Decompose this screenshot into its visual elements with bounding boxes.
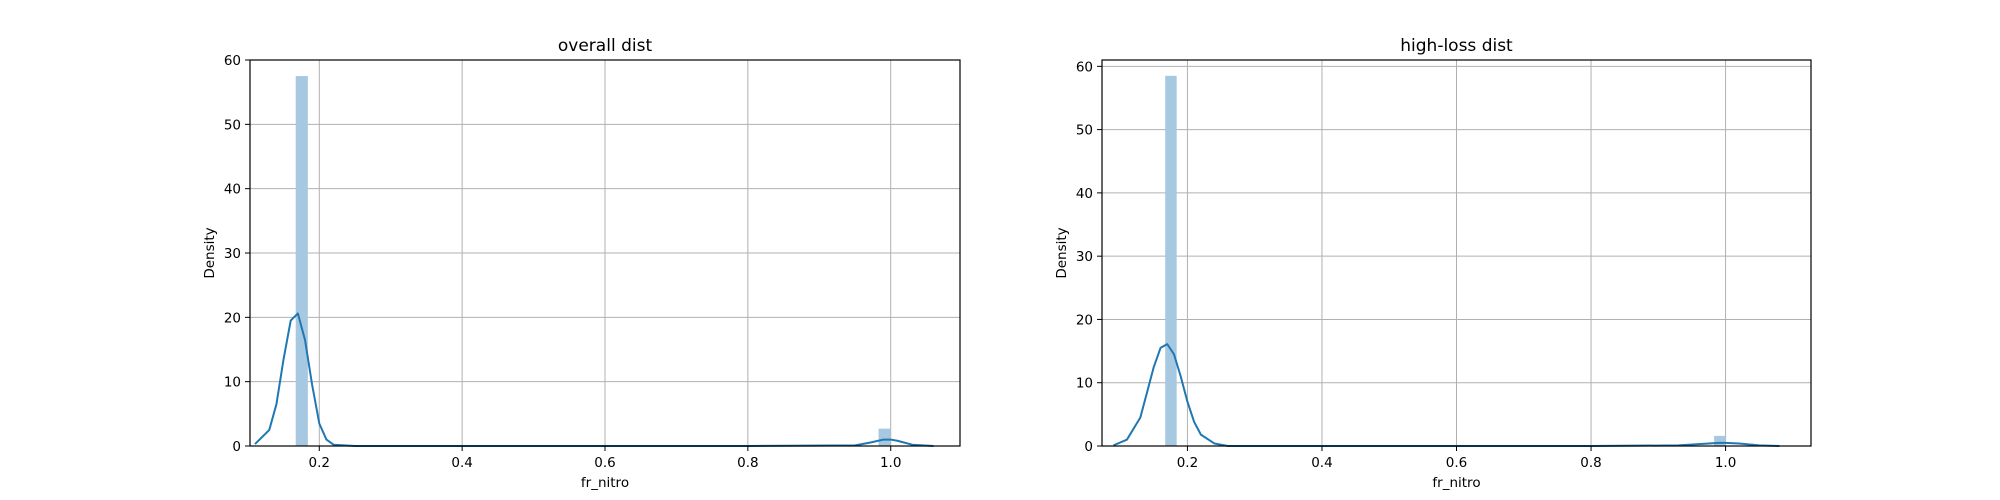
chart-overall-dist: 0.2 0.4 0.6 0.8 1.0 0 10 20 30 40 50 60 overall dis… bbox=[202, 36, 960, 491]
x-tick-label: 1.0 bbox=[1715, 455, 1736, 471]
histogram-bars bbox=[1165, 76, 1725, 446]
x-tick-label: 0.4 bbox=[451, 455, 472, 471]
y-tick-label: 30 bbox=[224, 246, 241, 262]
x-tick-label: 0.2 bbox=[1177, 455, 1198, 471]
x-tick-label: 0.2 bbox=[309, 455, 330, 471]
y-tick-label: 10 bbox=[224, 375, 241, 391]
kde-line bbox=[255, 313, 934, 446]
y-tick-label: 60 bbox=[224, 53, 241, 69]
chart-title: overall dist bbox=[558, 36, 653, 56]
kde-line bbox=[1113, 344, 1779, 446]
y-tick-label: 40 bbox=[1076, 186, 1093, 202]
y-tick-label: 0 bbox=[1084, 439, 1093, 455]
x-tick-label: 0.6 bbox=[1446, 455, 1467, 471]
grid bbox=[250, 60, 960, 446]
y-axis-label: Density bbox=[1054, 227, 1070, 278]
y-tick-label: 0 bbox=[232, 439, 241, 455]
x-tick-label: 0.6 bbox=[594, 455, 615, 471]
chart-title: high-loss dist bbox=[1400, 36, 1513, 56]
kde-curve bbox=[1113, 344, 1779, 446]
x-tick-label: 0.8 bbox=[1580, 455, 1601, 471]
histogram-bar bbox=[1165, 76, 1176, 446]
grid bbox=[1102, 60, 1811, 446]
y-tick-label: 30 bbox=[1076, 249, 1093, 265]
x-axis-label: fr_nitro bbox=[581, 475, 629, 491]
histogram-bars bbox=[296, 76, 891, 446]
y-axis-label: Density bbox=[202, 227, 218, 278]
y-tick-label: 50 bbox=[224, 117, 241, 133]
x-tick-label: 0.4 bbox=[1311, 455, 1332, 471]
histogram-bar bbox=[1714, 436, 1725, 446]
histogram-bar bbox=[879, 429, 891, 446]
y-tick-label: 40 bbox=[224, 182, 241, 198]
y-tick-label: 10 bbox=[1076, 376, 1093, 392]
y-tick-label: 20 bbox=[1076, 312, 1093, 328]
x-tick-label: 0.8 bbox=[737, 455, 758, 471]
x-axis-label: fr_nitro bbox=[1432, 475, 1480, 491]
y-tick-label: 50 bbox=[1076, 123, 1093, 139]
histogram-bar bbox=[296, 76, 308, 446]
y-tick-label: 20 bbox=[224, 310, 241, 326]
ticks: 0.2 0.4 0.6 0.8 1.0 0 10 20 30 40 50 60 bbox=[224, 53, 902, 471]
chart-high-loss-dist: 0.2 0.4 0.6 0.8 1.0 0 10 20 30 40 50 60 high-loss d… bbox=[1054, 36, 1811, 491]
kde-curve bbox=[255, 313, 934, 446]
x-tick-label: 1.0 bbox=[880, 455, 901, 471]
y-tick-label: 60 bbox=[1076, 59, 1093, 75]
